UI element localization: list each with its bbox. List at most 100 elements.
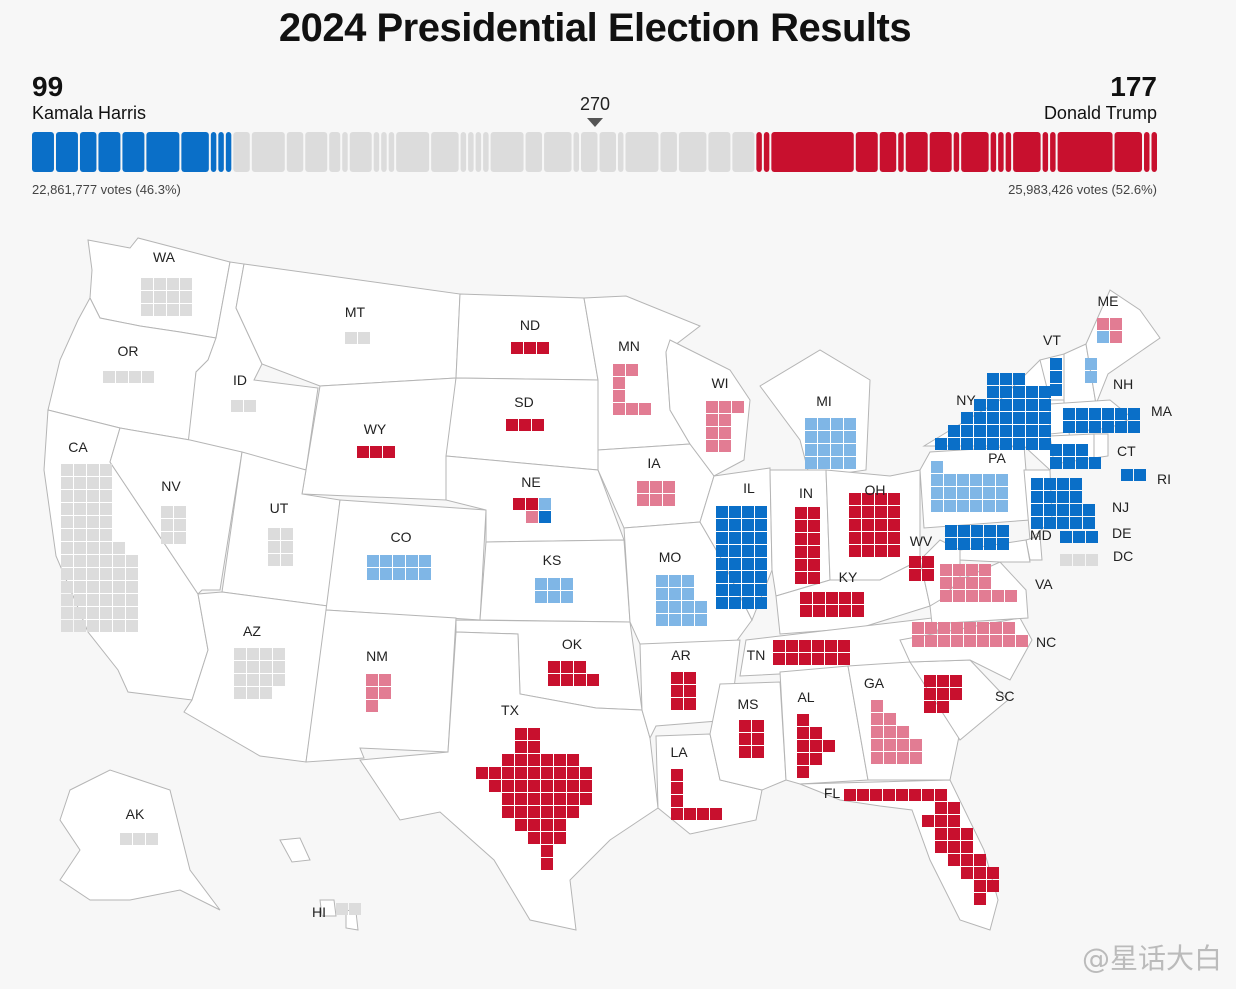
ev-cell-wi [706,427,718,439]
ev-cell-ma [1076,408,1088,420]
ev-cell-ky [839,592,851,604]
ev-cell-va [966,564,978,576]
ev-cell-ny [1039,438,1051,450]
ev-cell-al [810,740,822,752]
ev-cell-ca [87,503,99,515]
bar-segment-dem [210,132,217,172]
ev-cell-ca [113,555,125,567]
ev-cell-az [260,661,272,673]
ev-cell-tx [554,754,566,766]
ev-cell-ky [826,605,838,617]
ev-cell-tn [838,653,850,665]
ev-cell-tx [541,832,553,844]
ev-cell-sc [924,675,936,687]
ev-cell-tx [528,793,540,805]
ev-cell-tx [580,780,592,792]
ev-cell-fl [948,828,960,840]
ev-cell-oh [862,545,874,557]
state-label-ny: NY [956,392,976,408]
ev-cell-il [755,532,767,544]
bar-segment-undecided [329,132,341,172]
ev-cell-oh [875,506,887,518]
ev-cell-tn [812,653,824,665]
ev-cell-tx [541,845,553,857]
state-label-nm: NM [366,648,388,664]
ev-cell-nc [938,622,950,634]
ev-cell-ma [1089,421,1101,433]
ev-cell-ca [61,581,73,593]
ev-cell-ny [1000,425,1012,437]
bar-segment-undecided [599,132,616,172]
ev-cell-oh [875,493,887,505]
bar-segment-rep [1057,132,1113,172]
state-label-mi: MI [816,393,832,409]
ev-cell-il [755,584,767,596]
bar-segment-undecided [388,132,395,172]
state-label-me: ME [1098,293,1119,309]
ev-cell-fl [857,789,869,801]
ev-cell-mo [669,588,681,600]
ev-cell-ne [539,498,551,510]
ev-cell-mi [805,418,817,430]
bar-segment-undecided [678,132,707,172]
ev-cell-ma [1063,408,1075,420]
state-label-wy: WY [364,421,387,437]
ev-cell-mi [805,431,817,443]
ev-cell-hi [349,903,361,915]
ev-cell-nm [379,674,391,686]
state-label-ak: AK [126,806,145,822]
ev-cell-mi [818,457,830,469]
ev-cell-al [797,766,809,778]
ev-cell-in [808,507,820,519]
ev-cell-ok [561,674,573,686]
bar-segment-undecided [625,132,659,172]
ev-cell-nj [1070,478,1082,490]
ev-cell-ca [87,542,99,554]
ev-cell-il [742,597,754,609]
ev-cell-nc [951,622,963,634]
ev-cell-ak [146,833,158,845]
ev-cell-il [729,571,741,583]
ev-cell-ne [526,498,538,510]
ev-cell-il [729,532,741,544]
state-shape-nd [455,293,599,381]
ev-cell-ny [974,438,986,450]
ev-cell-nv [161,532,173,544]
ev-cell-ny [1039,399,1051,411]
ev-cell-ca [61,607,73,619]
ev-cell-nc [912,635,924,647]
ev-cell-ny [1013,438,1025,450]
ev-cell-nc [1016,635,1028,647]
ev-cell-md [945,525,957,537]
bar-segment-rep [905,132,928,172]
ev-cell-tn [799,640,811,652]
ev-cell-ut [268,541,280,553]
ev-cell-il [742,571,754,583]
ev-cell-wa [167,291,179,303]
ev-cell-va [966,590,978,602]
ev-cell-oh [888,519,900,531]
ev-cell-tx [515,767,527,779]
ev-cell-nj [1057,517,1069,529]
ev-cell-fl [922,789,934,801]
ev-cell-ga [897,726,909,738]
ev-cell-sc [937,688,949,700]
ev-cell-mo [656,614,668,626]
ev-cell-nj [1031,517,1043,529]
ev-cell-mi [844,418,856,430]
ev-cell-la [671,795,683,807]
ev-cell-ny [987,425,999,437]
ev-cell-la [671,769,683,781]
ev-cell-mi [831,444,843,456]
ev-cell-ky [813,605,825,617]
state-label-ms: MS [738,696,759,712]
ev-cell-wa [141,278,153,290]
ev-cell-ca [126,568,138,580]
ev-cell-ca [100,529,112,541]
ev-cell-ky [839,605,851,617]
ev-cell-mn [626,403,638,415]
bar-segment-dem [32,132,54,172]
ev-cell-ca [74,516,86,528]
ev-cell-wa [154,304,166,316]
ev-cell-oh [862,519,874,531]
